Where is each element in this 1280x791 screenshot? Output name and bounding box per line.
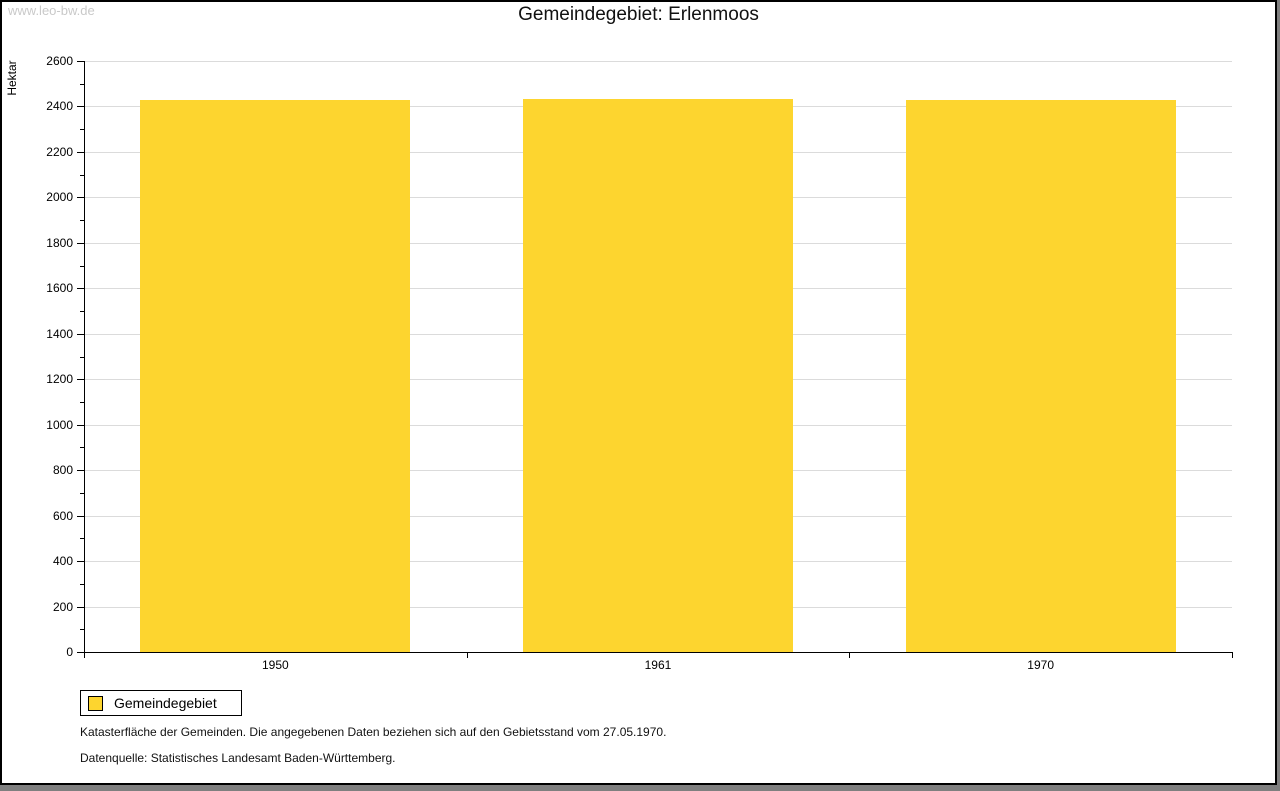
y-major-tick xyxy=(77,242,84,244)
y-tick-label: 1000 xyxy=(46,417,73,432)
y-major-tick xyxy=(77,333,84,335)
footnote: Katasterfläche der Gemeinden. Die angege… xyxy=(80,725,667,739)
y-minor-tick xyxy=(80,129,84,131)
legend: Gemeindegebiet xyxy=(80,690,242,716)
gridline xyxy=(84,61,1232,62)
data-source: Datenquelle: Statistisches Landesamt Bad… xyxy=(80,751,396,765)
y-minor-tick xyxy=(80,538,84,540)
bar-1970 xyxy=(905,100,1176,652)
x-tick xyxy=(849,652,851,658)
y-major-tick xyxy=(77,606,84,608)
y-minor-tick xyxy=(80,265,84,267)
y-major-tick xyxy=(77,197,84,199)
legend-label: Gemeindegebiet xyxy=(114,695,217,711)
y-minor-tick xyxy=(80,174,84,176)
y-minor-tick xyxy=(80,492,84,494)
y-major-tick xyxy=(77,561,84,563)
y-minor-tick xyxy=(80,356,84,358)
y-minor-tick xyxy=(80,83,84,85)
y-tick-label: 1800 xyxy=(46,235,73,250)
y-tick-label: 1400 xyxy=(46,326,73,341)
bar-1950 xyxy=(140,100,411,652)
y-minor-tick xyxy=(80,583,84,585)
watermark: www.leo-bw.de xyxy=(8,3,95,18)
x-tick-label: 1961 xyxy=(644,658,672,672)
x-tick-label: 1950 xyxy=(261,658,289,672)
y-major-tick xyxy=(77,515,84,517)
y-tick-label: 800 xyxy=(52,463,73,478)
y-tick-label: 1200 xyxy=(46,372,73,387)
y-tick-label: 600 xyxy=(52,508,73,523)
bar-1961 xyxy=(523,98,793,652)
y-minor-tick xyxy=(80,220,84,222)
x-tick xyxy=(84,652,85,658)
y-tick-label: 0 xyxy=(66,645,73,659)
y-tick-label: 2200 xyxy=(46,144,73,159)
y-tick-label: 2000 xyxy=(46,190,73,205)
y-tick-label: 200 xyxy=(52,599,73,614)
y-tick-label: 400 xyxy=(52,554,73,569)
y-major-tick xyxy=(77,379,84,381)
y-minor-tick xyxy=(80,401,84,403)
y-tick-label: 1600 xyxy=(46,281,73,296)
y-major-tick xyxy=(77,61,84,62)
x-axis xyxy=(84,652,1232,653)
y-tick-label: 2400 xyxy=(46,99,73,114)
y-major-tick xyxy=(77,288,84,290)
y-major-tick xyxy=(77,424,84,426)
y-major-tick xyxy=(77,106,84,108)
y-major-tick xyxy=(77,652,84,653)
y-axis xyxy=(84,61,85,653)
y-major-tick xyxy=(77,470,84,472)
y-tick-label: 2600 xyxy=(46,54,73,68)
y-major-tick xyxy=(77,151,84,153)
x-tick xyxy=(466,652,468,658)
y-minor-tick xyxy=(80,629,84,631)
x-tick xyxy=(1232,652,1233,658)
x-tick-label: 1970 xyxy=(1027,658,1054,672)
y-minor-tick xyxy=(80,447,84,449)
y-minor-tick xyxy=(80,311,84,313)
chart-title: Gemeindegebiet: Erlenmoos xyxy=(518,4,759,25)
legend-swatch xyxy=(88,695,103,711)
